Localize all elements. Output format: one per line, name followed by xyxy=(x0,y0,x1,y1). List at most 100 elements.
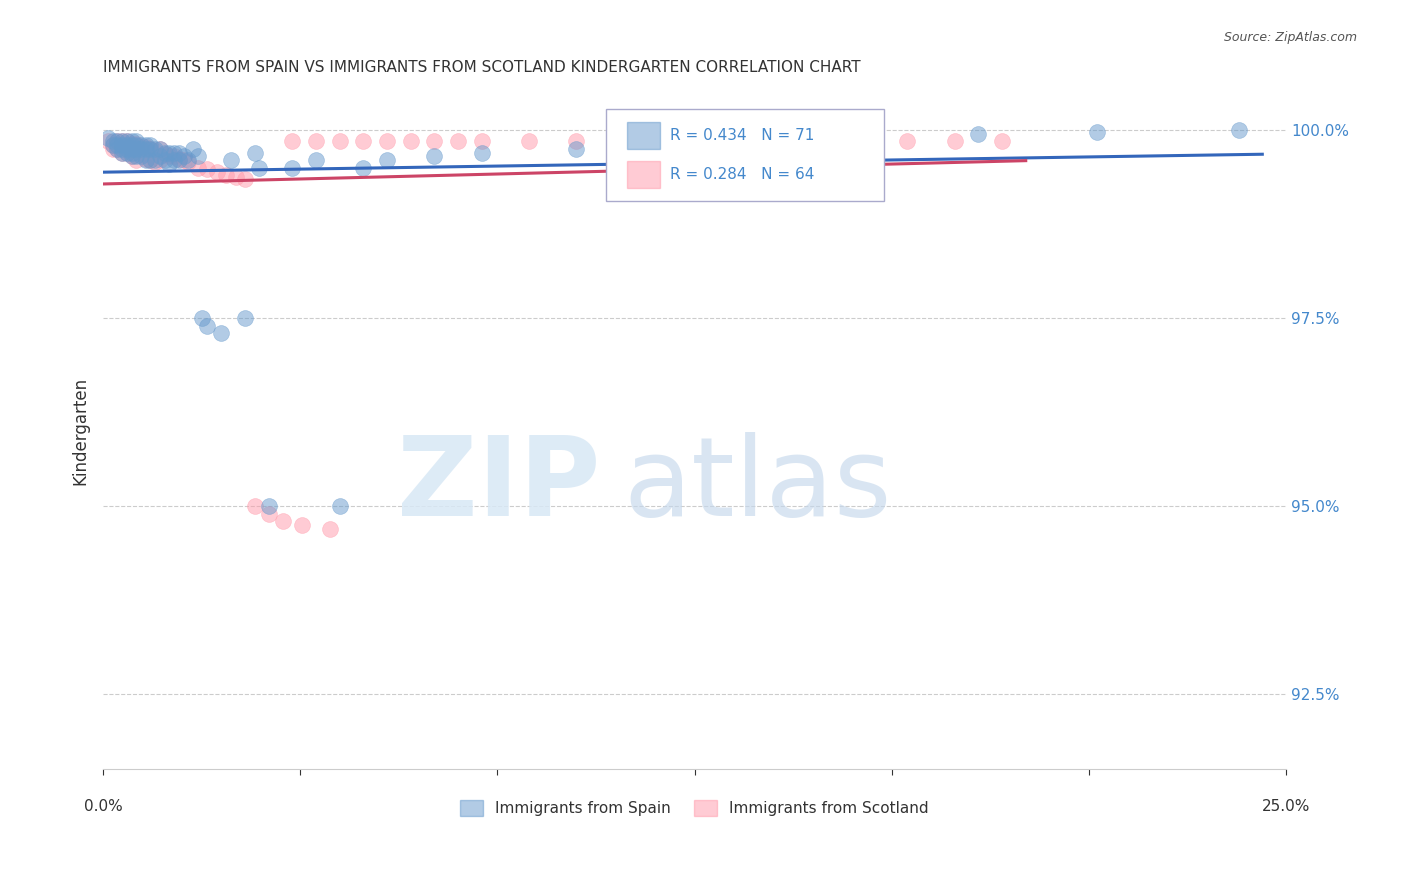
Point xyxy=(423,134,446,148)
Point xyxy=(115,145,138,160)
Point xyxy=(121,145,143,160)
Point xyxy=(139,138,162,153)
Point xyxy=(613,130,636,145)
Point xyxy=(115,139,138,153)
Point xyxy=(125,153,148,168)
Point xyxy=(233,172,256,186)
Point xyxy=(135,153,157,168)
Point xyxy=(565,142,588,156)
Point xyxy=(352,134,374,148)
Text: Source: ZipAtlas.com: Source: ZipAtlas.com xyxy=(1223,31,1357,45)
Bar xyxy=(627,161,661,187)
Point xyxy=(157,149,180,163)
Point xyxy=(517,134,540,148)
Point xyxy=(115,145,138,160)
Point xyxy=(329,134,352,148)
Point xyxy=(305,134,328,148)
Point xyxy=(191,311,214,326)
Point xyxy=(105,134,128,148)
Point xyxy=(243,145,266,160)
Point xyxy=(305,153,328,168)
Point xyxy=(125,134,148,148)
Y-axis label: Kindergarten: Kindergarten xyxy=(72,376,89,485)
Point xyxy=(121,149,143,163)
Point xyxy=(105,138,128,153)
Point xyxy=(111,138,134,153)
Text: IMMIGRANTS FROM SPAIN VS IMMIGRANTS FROM SCOTLAND KINDERGARTEN CORRELATION CHART: IMMIGRANTS FROM SPAIN VS IMMIGRANTS FROM… xyxy=(103,60,860,75)
Point xyxy=(163,149,186,163)
Point xyxy=(849,134,872,148)
Text: atlas: atlas xyxy=(624,432,891,539)
Point xyxy=(173,153,195,168)
Legend: Immigrants from Spain, Immigrants from Scotland: Immigrants from Spain, Immigrants from S… xyxy=(454,795,935,822)
Point xyxy=(225,169,247,184)
Point xyxy=(125,149,148,163)
Point xyxy=(173,149,195,163)
Point xyxy=(281,161,304,175)
Point xyxy=(754,127,776,141)
Point xyxy=(319,522,342,536)
Point xyxy=(125,136,148,151)
Point xyxy=(271,514,294,528)
Point xyxy=(423,149,446,163)
Point xyxy=(205,165,228,179)
Point xyxy=(143,142,166,156)
Point xyxy=(111,134,134,148)
Point xyxy=(163,153,186,168)
Point xyxy=(329,499,352,513)
Point xyxy=(149,149,172,163)
Point xyxy=(565,134,588,148)
Point xyxy=(143,153,166,168)
Point xyxy=(257,499,280,513)
Point xyxy=(153,145,176,160)
Point xyxy=(115,142,138,156)
Point xyxy=(129,139,152,153)
Point xyxy=(177,153,200,168)
Point xyxy=(105,142,128,156)
Point xyxy=(219,153,242,168)
Text: R = 0.434   N = 71: R = 0.434 N = 71 xyxy=(669,128,814,143)
Point xyxy=(121,136,143,151)
Point xyxy=(129,138,152,153)
Point xyxy=(167,145,190,160)
Point xyxy=(659,134,682,148)
Point xyxy=(139,142,162,156)
Point xyxy=(399,134,422,148)
Point xyxy=(187,161,209,175)
FancyBboxPatch shape xyxy=(606,110,884,201)
Bar xyxy=(627,122,661,149)
Point xyxy=(291,517,314,532)
Point xyxy=(195,162,218,177)
Point xyxy=(991,134,1014,148)
Point xyxy=(233,311,256,326)
Point xyxy=(177,154,200,169)
Point xyxy=(167,152,190,166)
Point xyxy=(143,154,166,169)
Point xyxy=(707,134,730,148)
Point xyxy=(149,142,172,156)
Point xyxy=(195,318,218,333)
Point xyxy=(215,168,238,182)
Point xyxy=(943,134,966,148)
Point xyxy=(257,507,280,521)
Point xyxy=(352,161,374,175)
Point xyxy=(181,142,204,156)
Point xyxy=(105,142,128,156)
Point xyxy=(209,326,232,340)
Point xyxy=(135,139,157,153)
Point xyxy=(105,134,128,148)
Point xyxy=(135,152,157,166)
Point xyxy=(967,127,990,141)
Point xyxy=(471,134,494,148)
Point xyxy=(111,139,134,153)
Point xyxy=(471,145,494,160)
Point xyxy=(121,138,143,153)
Point xyxy=(111,142,134,156)
Point xyxy=(121,134,143,148)
Point xyxy=(1227,123,1250,137)
Point xyxy=(125,142,148,156)
Point xyxy=(149,142,172,156)
Point xyxy=(115,134,138,148)
Text: R = 0.284   N = 64: R = 0.284 N = 64 xyxy=(669,167,814,182)
Point xyxy=(157,157,180,171)
